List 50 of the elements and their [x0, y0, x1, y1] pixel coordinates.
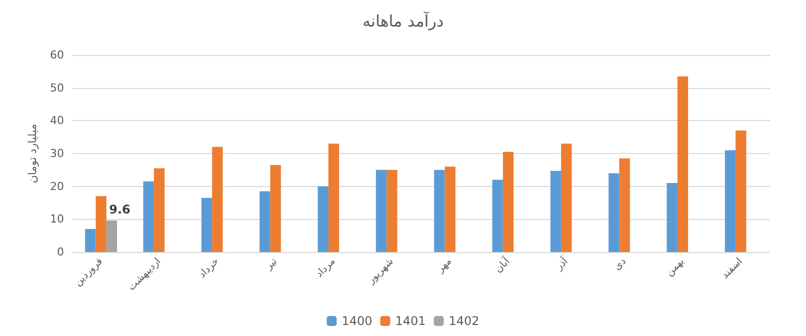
bar [260, 191, 270, 252]
x-tick-label: بهمن [664, 256, 687, 279]
bar [619, 158, 630, 252]
bar [677, 76, 688, 252]
y-axis-title: میلیارد تومان [26, 124, 39, 184]
bar [212, 146, 223, 252]
x-tick-label: آبان [492, 254, 513, 276]
bar [106, 220, 118, 252]
bar [201, 198, 212, 252]
data-label: 9.6 [109, 202, 130, 216]
bar [386, 170, 398, 252]
bar [96, 196, 106, 252]
y-tick-label: 30 [50, 147, 64, 160]
bar [270, 164, 281, 252]
bar [328, 144, 340, 252]
x-tick-label: خرداد [197, 256, 222, 280]
bar [318, 186, 328, 252]
y-tick-label: 0 [57, 246, 64, 258]
x-tick-label: آذر [552, 254, 572, 274]
bar [561, 144, 572, 252]
bar [492, 180, 503, 252]
x-tick-label: تیر [262, 256, 280, 273]
bar [736, 130, 746, 252]
bar [608, 173, 620, 252]
y-tick-label: 40 [50, 114, 64, 128]
x-tick-label: مرداد [314, 256, 338, 280]
bar [666, 183, 678, 252]
bar [85, 229, 96, 252]
y-tick-label: 10 [50, 212, 64, 226]
y-tick-label: 20 [50, 180, 64, 193]
bar [376, 170, 387, 252]
x-tick-label: فروردین [72, 256, 106, 288]
x-tick-label: مهر [434, 256, 454, 276]
y-tick-label: 50 [50, 81, 64, 94]
bar [143, 181, 154, 252]
chart-title: درآمد ماهانه [362, 10, 444, 30]
bar [434, 170, 445, 252]
x-tick-label: اسفند [720, 256, 745, 282]
x-tick-label: اردیبهشت [126, 256, 164, 293]
x-tick-label: شهریور [365, 256, 396, 287]
bar [724, 150, 736, 252]
x-tick-label: دی [612, 256, 628, 273]
bar [550, 170, 562, 252]
legend-label: 1401 [395, 314, 426, 328]
y-tick-label: 60 [50, 48, 64, 62]
legend-label: 1402 [448, 314, 480, 328]
legend-label: 1400 [342, 314, 372, 328]
bar [502, 152, 514, 252]
bar [444, 166, 456, 252]
bar [154, 168, 165, 252]
